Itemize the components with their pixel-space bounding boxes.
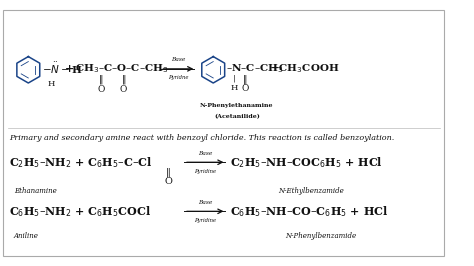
Text: ‖: ‖ (243, 74, 247, 84)
Text: H: H (230, 84, 237, 92)
Text: (Acetanilide): (Acetanilide) (214, 114, 260, 119)
Text: N-Phenylethanamine: N-Phenylethanamine (200, 103, 273, 108)
Text: |: | (233, 74, 236, 82)
Text: Base: Base (198, 200, 212, 205)
Text: O: O (97, 85, 105, 94)
Text: C$_6$H$_5$–NH–CO–C$_6$H$_5$ + HCl: C$_6$H$_5$–NH–CO–C$_6$H$_5$ + HCl (230, 204, 389, 219)
Text: Pyridne: Pyridne (168, 76, 189, 80)
Text: +CH$_3$COOH: +CH$_3$COOH (270, 63, 339, 75)
Text: $-\ddot{N}-$H: $-\ddot{N}-$H (43, 61, 83, 76)
Text: Aniline: Aniline (14, 232, 39, 240)
Text: ‖: ‖ (165, 168, 170, 177)
Text: Base: Base (171, 57, 185, 62)
Text: –N–C–CH$_3$: –N–C–CH$_3$ (227, 63, 284, 75)
Text: ‖: ‖ (99, 74, 103, 84)
Text: C$_6$H$_5$–NH$_2$ + C$_6$H$_5$COCl: C$_6$H$_5$–NH$_2$ + C$_6$H$_5$COCl (9, 204, 152, 219)
Text: +: + (65, 63, 74, 74)
Text: Pyridine: Pyridine (194, 169, 216, 174)
Text: CH$_3$–C–O–C–CH$_3$: CH$_3$–C–O–C–CH$_3$ (75, 63, 169, 75)
Text: C$_2$H$_5$–NH–COC$_6$H$_5$ + HCl: C$_2$H$_5$–NH–COC$_6$H$_5$ + HCl (230, 155, 383, 170)
Text: Base: Base (198, 151, 212, 156)
Text: O: O (242, 84, 249, 93)
FancyBboxPatch shape (3, 10, 445, 256)
Text: N-Phenylbenzamide: N-Phenylbenzamide (285, 232, 356, 240)
Text: H: H (47, 80, 55, 88)
Text: N-Ethylbenzamide: N-Ethylbenzamide (279, 187, 344, 195)
Text: O: O (120, 85, 128, 94)
Text: C$_2$H$_5$–NH$_2$ + C$_6$H$_5$–C–Cl: C$_2$H$_5$–NH$_2$ + C$_6$H$_5$–C–Cl (9, 155, 153, 170)
Text: Ethanamine: Ethanamine (15, 187, 57, 195)
Text: Primary and secondary amine react with benzoyl chloride. This reaction is called: Primary and secondary amine react with b… (9, 134, 395, 142)
Text: Pyridine: Pyridine (194, 218, 216, 223)
Text: O: O (164, 177, 172, 186)
Text: ‖: ‖ (121, 74, 126, 84)
